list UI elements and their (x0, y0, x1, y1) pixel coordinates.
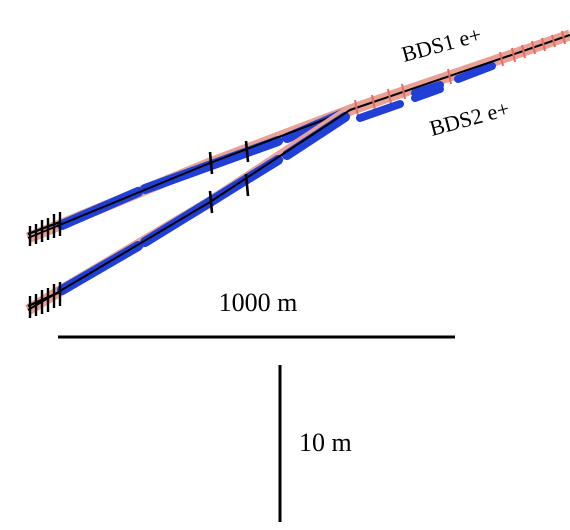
bds2-blue-segment-3 (282, 112, 350, 160)
bds2-blue-segment-4 (356, 100, 404, 122)
horizontal-scale-label: 1000 m (219, 288, 298, 317)
vertical-scale-label: 10 m (299, 428, 352, 457)
bds1-label: BDS1 e+ (399, 22, 484, 67)
bds1-hatch-marks (354, 30, 566, 117)
bds1-beamline (25, 29, 570, 246)
bds1-spine (27, 34, 570, 239)
bds2-blue-segment-5 (411, 85, 444, 102)
bds1-bend-marker-1 (208, 151, 214, 175)
bds2-beamline (25, 85, 444, 318)
bds1-bend-marker-2 (244, 140, 250, 163)
bds2-bend-marker-2 (244, 173, 250, 197)
bds2-label: BDS2 e+ (427, 96, 512, 141)
bds1-blue-segment-5 (454, 62, 496, 83)
bds2-bend-marker-1 (208, 190, 214, 214)
bds1-end-cluster (27, 212, 62, 246)
bds2-end-cluster (27, 282, 62, 318)
